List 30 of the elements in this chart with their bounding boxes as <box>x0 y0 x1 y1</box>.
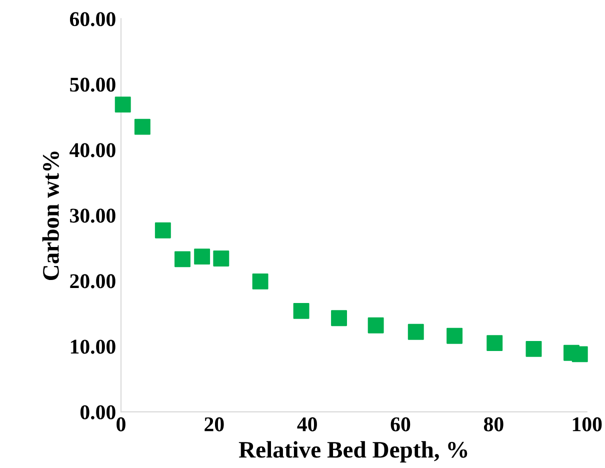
point <box>174 251 190 268</box>
point <box>293 302 310 319</box>
x-tick-label: 20 <box>204 417 224 432</box>
x-axis-title: Relative Bed Depth, % <box>238 441 468 463</box>
point <box>526 340 542 357</box>
y-tick-label: 50.00 <box>70 78 116 92</box>
x-tick-label: 100 <box>572 417 602 432</box>
y-tick-label: 30.00 <box>70 208 116 223</box>
point <box>408 324 424 340</box>
point <box>368 317 384 334</box>
y-tick-label: 20.00 <box>70 274 116 288</box>
point <box>331 310 347 326</box>
point <box>486 335 503 352</box>
x-tick-label: 60 <box>390 417 410 432</box>
point <box>134 118 150 135</box>
y-tick-label: 60.00 <box>70 12 116 26</box>
point <box>114 96 131 113</box>
point <box>252 273 268 290</box>
y-tick-label: 0.00 <box>80 405 116 420</box>
point <box>213 250 230 266</box>
x-tick-label: 0 <box>116 417 126 432</box>
point <box>572 346 588 362</box>
x-tick-label: 40 <box>297 417 317 432</box>
y-tick-label: 10.00 <box>70 340 116 354</box>
point <box>446 328 463 344</box>
y-axis-title: Carbon wt% <box>42 152 59 280</box>
point <box>154 222 171 238</box>
y-tick-label: 40.00 <box>70 143 116 158</box>
x-tick-label: 80 <box>484 417 504 432</box>
point <box>194 248 210 265</box>
